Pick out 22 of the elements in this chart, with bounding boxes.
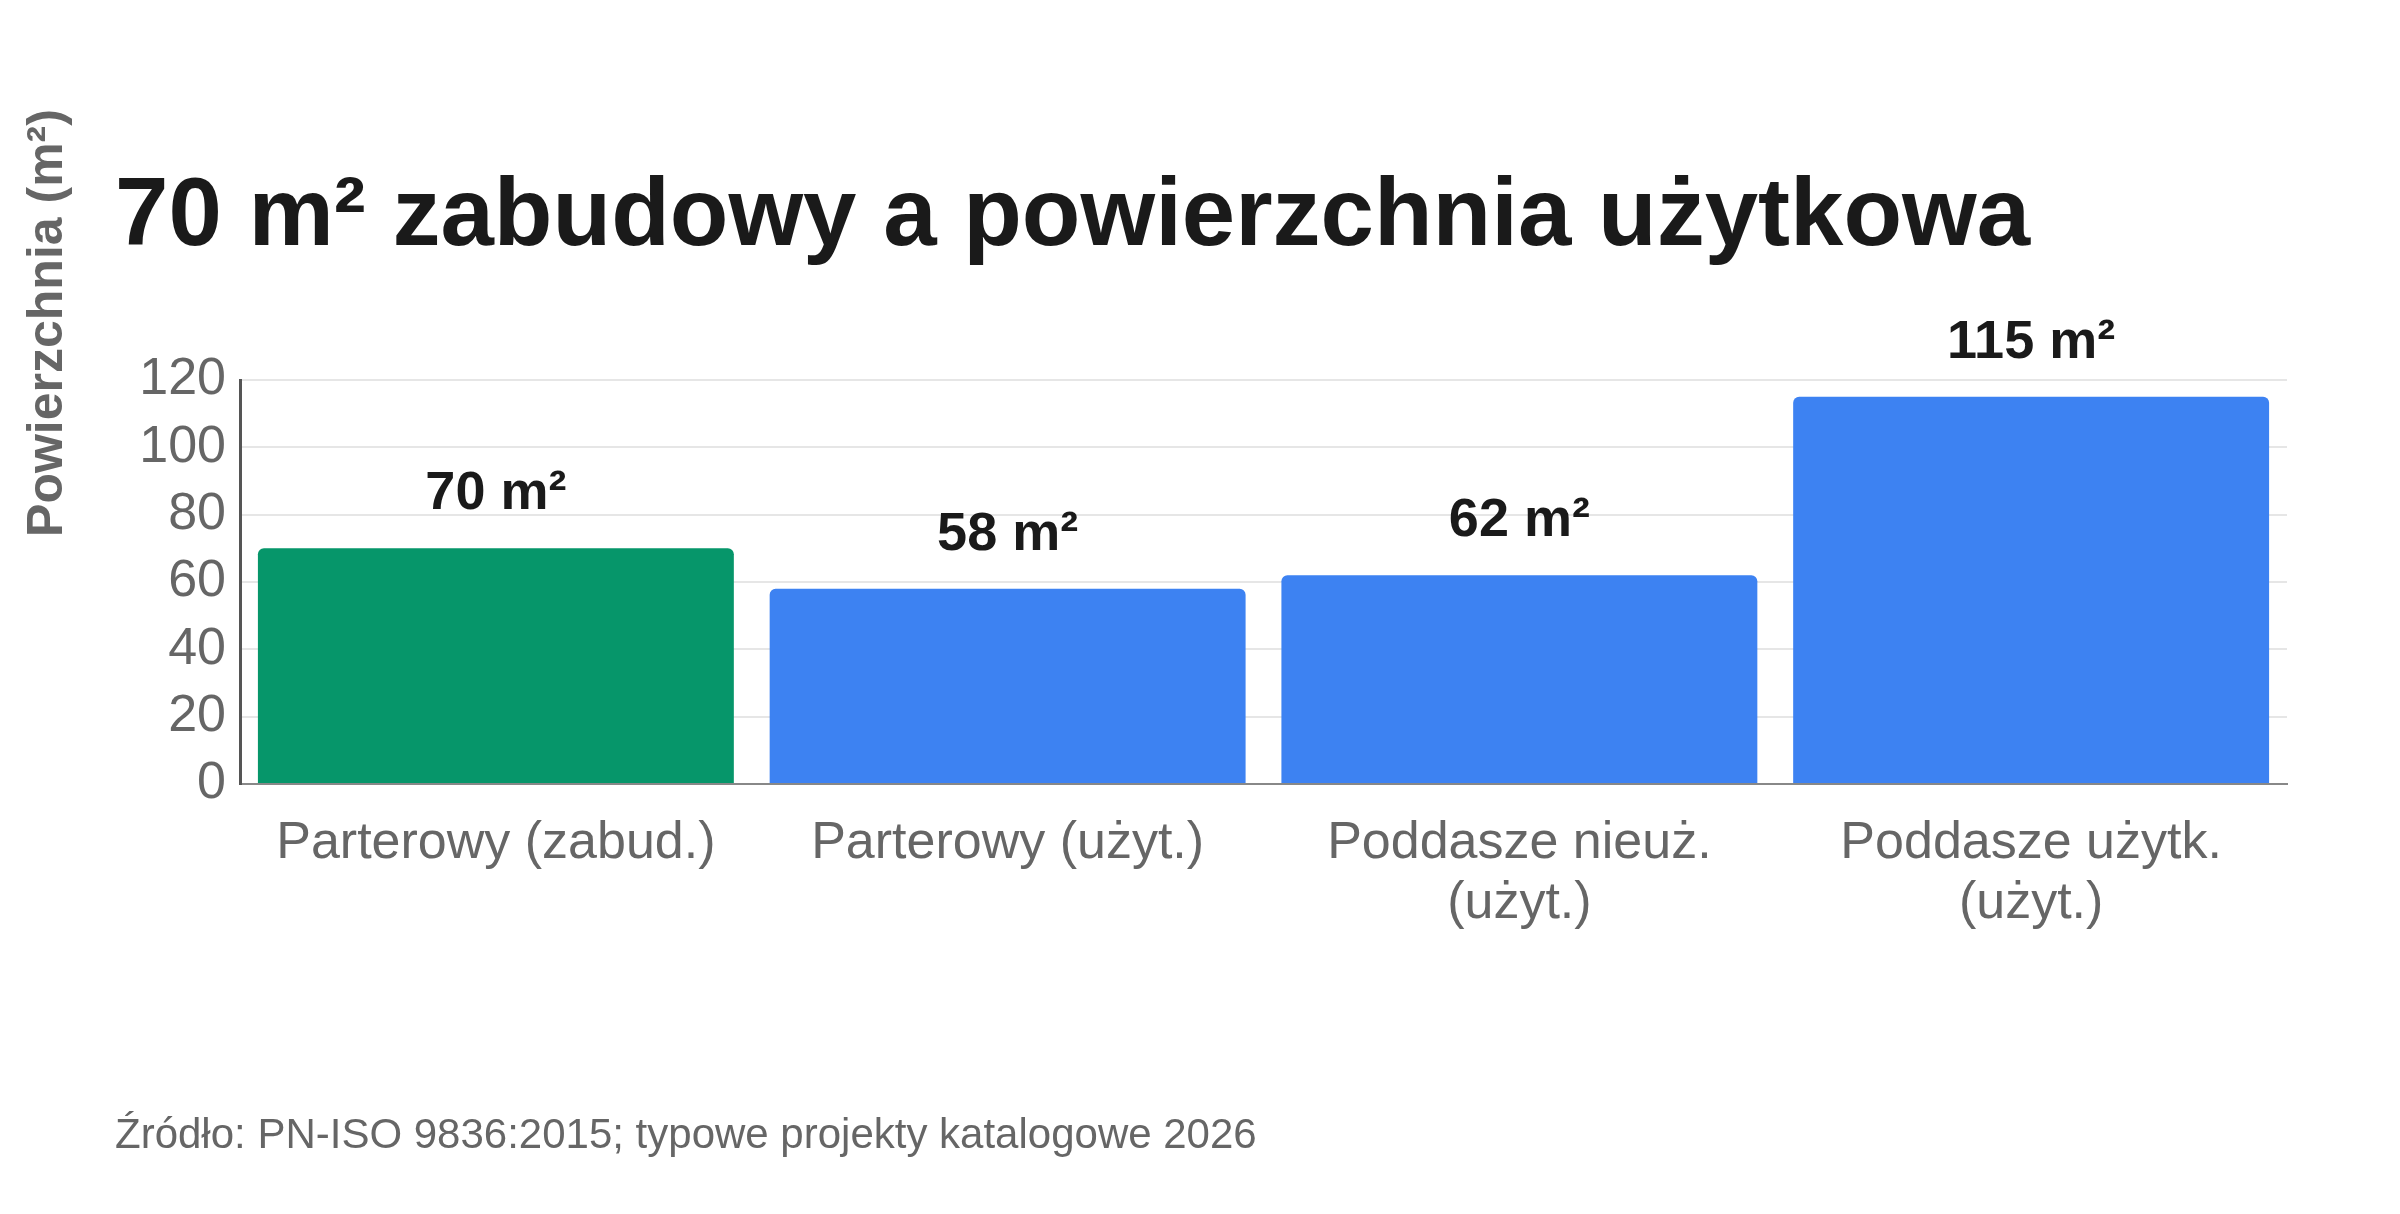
y-tick-label: 80 bbox=[168, 482, 226, 541]
y-tick-label: 20 bbox=[168, 684, 226, 743]
data-label: 58 m² bbox=[937, 500, 1079, 561]
bar bbox=[1281, 575, 1758, 783]
bar bbox=[1793, 396, 2270, 783]
data-label: 62 m² bbox=[1448, 487, 1590, 548]
data-label: 115 m² bbox=[1947, 308, 2116, 369]
y-axis-title: Powierzchnia (m²) bbox=[16, 109, 73, 537]
x-tick-label: Poddasze użytk. (użyt.) bbox=[1840, 811, 2222, 930]
data-label: 70 m² bbox=[425, 460, 567, 521]
bar bbox=[769, 588, 1246, 783]
y-tick-label: 0 bbox=[197, 751, 226, 810]
x-tick-label: Poddasze nieuż. (użyt.) bbox=[1327, 811, 1712, 930]
x-tick-label: Parterowy (zabud.) bbox=[276, 811, 716, 870]
y-tick-label: 60 bbox=[168, 549, 226, 608]
chart-title: 70 m² zabudowy a powierzchnia użytkowa bbox=[115, 158, 2031, 266]
y-tick-label: 40 bbox=[168, 616, 226, 675]
x-tick-label: Parterowy (użyt.) bbox=[811, 811, 1205, 870]
text: Źródło: PN-ISO 9836:2015; typowe projekty katalogowe 2026 bbox=[115, 1109, 1257, 1157]
bar bbox=[257, 548, 734, 783]
y-tick-label: 120 bbox=[139, 347, 226, 406]
y-tick-label: 100 bbox=[139, 414, 226, 473]
